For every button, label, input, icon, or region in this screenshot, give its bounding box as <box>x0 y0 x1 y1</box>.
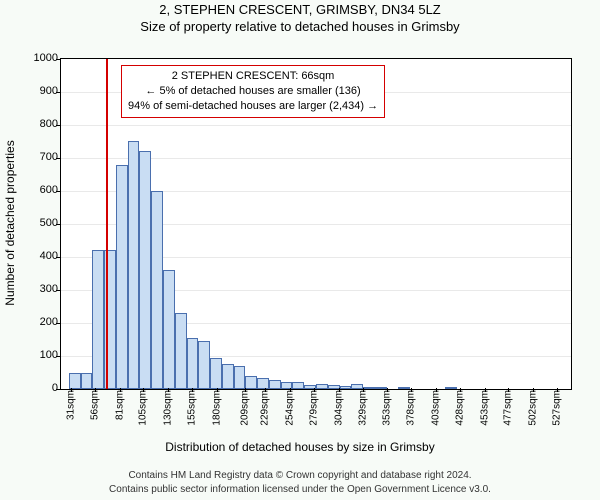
histogram-bar <box>222 364 234 389</box>
x-tick-label: 378sqm <box>406 390 417 426</box>
histogram-bar <box>151 191 163 389</box>
annotation-box: 2 STEPHEN CRESCENT: 66sqm ← 5% of detach… <box>121 65 385 118</box>
x-tick-label: 527sqm <box>552 390 563 426</box>
marker-line <box>106 59 108 389</box>
plot-area: 2 STEPHEN CRESCENT: 66sqm ← 5% of detach… <box>60 58 572 390</box>
histogram-bar <box>92 250 104 389</box>
histogram-bar <box>187 338 199 389</box>
histogram-bar <box>69 373 81 390</box>
y-tick-label: 200 <box>12 316 58 328</box>
x-tick-label: 31sqm <box>65 390 76 420</box>
y-tick-label: 600 <box>12 184 58 196</box>
x-tick-label: 502sqm <box>527 390 538 426</box>
footer: Contains HM Land Registry data © Crown c… <box>0 469 600 496</box>
x-tick-label: 279sqm <box>309 390 320 426</box>
x-tick-label: 329sqm <box>358 390 369 426</box>
x-tick-label: 353sqm <box>381 390 392 426</box>
y-axis-label: Number of detached properties <box>3 140 17 305</box>
y-tick-label: 1000 <box>12 52 58 64</box>
y-tick-label: 100 <box>12 349 58 361</box>
y-tick-label: 800 <box>12 118 58 130</box>
x-tick-label: 254sqm <box>284 390 295 426</box>
x-tick-label: 304sqm <box>333 390 344 426</box>
x-tick-label: 130sqm <box>162 390 173 426</box>
y-tick-label: 700 <box>12 151 58 163</box>
x-tick-label: 209sqm <box>240 390 251 426</box>
histogram-bar <box>198 341 210 389</box>
x-tick-label: 81sqm <box>114 390 125 420</box>
y-tick-label: 400 <box>12 250 58 262</box>
annotation-line: 94% of semi-detached houses are larger (… <box>128 99 378 114</box>
x-tick-label: 155sqm <box>187 390 198 426</box>
y-tick-label: 500 <box>12 217 58 229</box>
y-tick-label: 300 <box>12 283 58 295</box>
title-block: 2, STEPHEN CRESCENT, GRIMSBY, DN34 5LZ S… <box>0 2 600 34</box>
x-tick-label: 229sqm <box>259 390 270 426</box>
y-tick-label: 900 <box>12 85 58 97</box>
y-tick-label: 0 <box>12 382 58 394</box>
histogram-bar <box>81 373 93 390</box>
histogram-bar <box>210 358 222 389</box>
x-tick-label: 453sqm <box>479 390 490 426</box>
footer-line: Contains public sector information licen… <box>0 483 600 497</box>
x-tick-label: 428sqm <box>455 390 466 426</box>
footer-line: Contains HM Land Registry data © Crown c… <box>0 469 600 483</box>
histogram-bar <box>234 366 246 389</box>
histogram-bar <box>139 151 151 389</box>
histogram-bar <box>116 165 128 389</box>
x-tick-label: 56sqm <box>90 390 101 420</box>
subtitle: Size of property relative to detached ho… <box>0 19 600 34</box>
histogram-bar <box>175 313 187 389</box>
x-axis-ticks: 31sqm 56sqm 81sqm 105sqm 130sqm 155sqm 180sqm 2… <box>60 390 570 438</box>
histogram-bar <box>163 270 175 389</box>
x-tick-label: 105sqm <box>138 390 149 426</box>
chart-container: { "titles": { "address": "2, STEPHEN CRE… <box>0 0 600 500</box>
address-title: 2, STEPHEN CRESCENT, GRIMSBY, DN34 5LZ <box>0 2 600 17</box>
annotation-line: ← 5% of detached houses are smaller (136… <box>128 84 378 99</box>
x-tick-label: 403sqm <box>430 390 441 426</box>
x-tick-label: 477sqm <box>503 390 514 426</box>
x-axis-label: Distribution of detached houses by size … <box>0 440 600 454</box>
x-tick-label: 180sqm <box>211 390 222 426</box>
annotation-line: 2 STEPHEN CRESCENT: 66sqm <box>128 69 378 84</box>
histogram-bar <box>128 141 140 389</box>
